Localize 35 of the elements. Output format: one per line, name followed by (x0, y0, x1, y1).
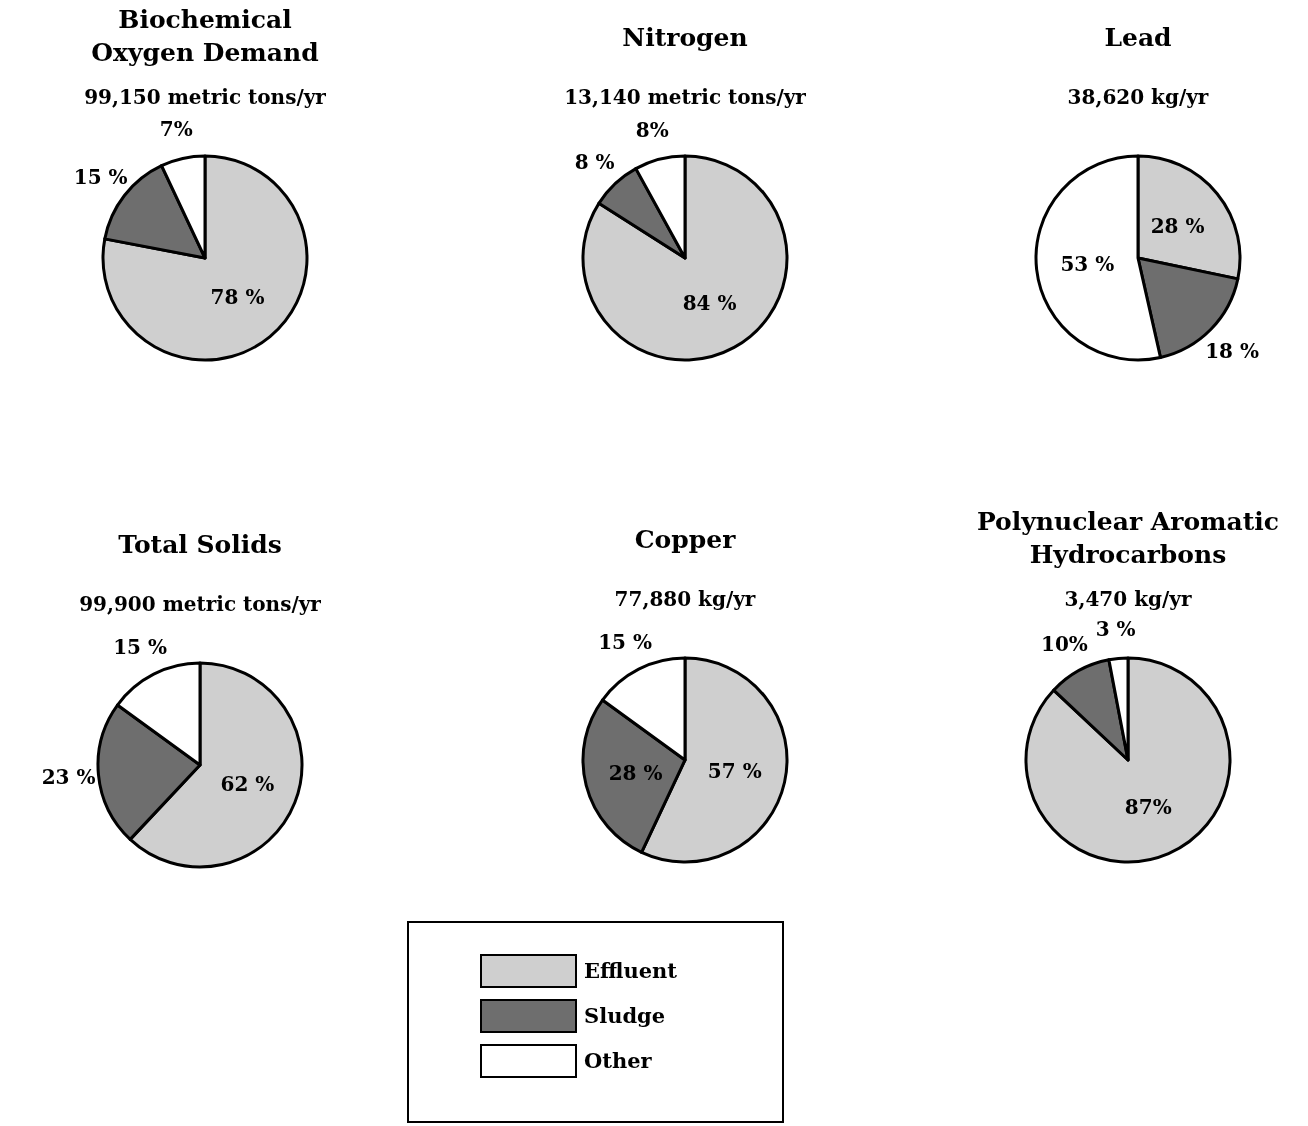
pie-slice (1024, 656, 1232, 864)
data-label: 15 % (73, 165, 128, 190)
chart-subtitle: 13,140 metric tons/yr (564, 85, 807, 109)
chart-title: Nitrogen (622, 23, 748, 52)
data-label: 78 % (210, 285, 265, 310)
chart-title: Copper (634, 525, 737, 554)
chart-title: Polynuclear Aromatic Hydrocarbons (976, 507, 1280, 569)
data-label: 62 % (220, 771, 275, 796)
legend-label: Sludge (584, 1003, 666, 1028)
chart-title: Total Solids (118, 530, 282, 559)
data-label: 84 % (682, 290, 737, 315)
data-label: 15 % (598, 630, 652, 655)
data-label: 8% (635, 118, 669, 143)
data-label: 23 % (41, 765, 96, 790)
chart-subtitle: 99,900 metric tons/yr (79, 592, 322, 616)
data-label: 8 % (574, 149, 615, 174)
data-label: 53 % (1060, 251, 1115, 276)
pie-slice (101, 154, 309, 362)
data-label: 3 % (1095, 616, 1136, 641)
chart-subtitle: 38,620 kg/yr (1067, 85, 1209, 109)
chart-title: Lead (1104, 23, 1172, 52)
chart-subtitle: 99,150 metric tons/yr (84, 85, 327, 109)
data-label: 87% (1124, 794, 1172, 819)
data-label: 28 % (1150, 213, 1205, 238)
data-label: 15 % (113, 635, 167, 660)
data-label: 10% (1040, 632, 1088, 657)
legend-label: Other (584, 1048, 653, 1073)
data-label: 18 % (1205, 338, 1259, 363)
data-label: 28 % (608, 760, 663, 785)
chart-title: Biochemical Oxygen Demand (91, 5, 319, 67)
data-label: 57 % (707, 759, 762, 784)
data-label: 7% (159, 117, 193, 142)
chart-subtitle: 3,470 kg/yr (1064, 587, 1192, 611)
legend-label: Effluent (584, 958, 678, 983)
chart-subtitle: 77,880 kg/yr (614, 587, 756, 611)
